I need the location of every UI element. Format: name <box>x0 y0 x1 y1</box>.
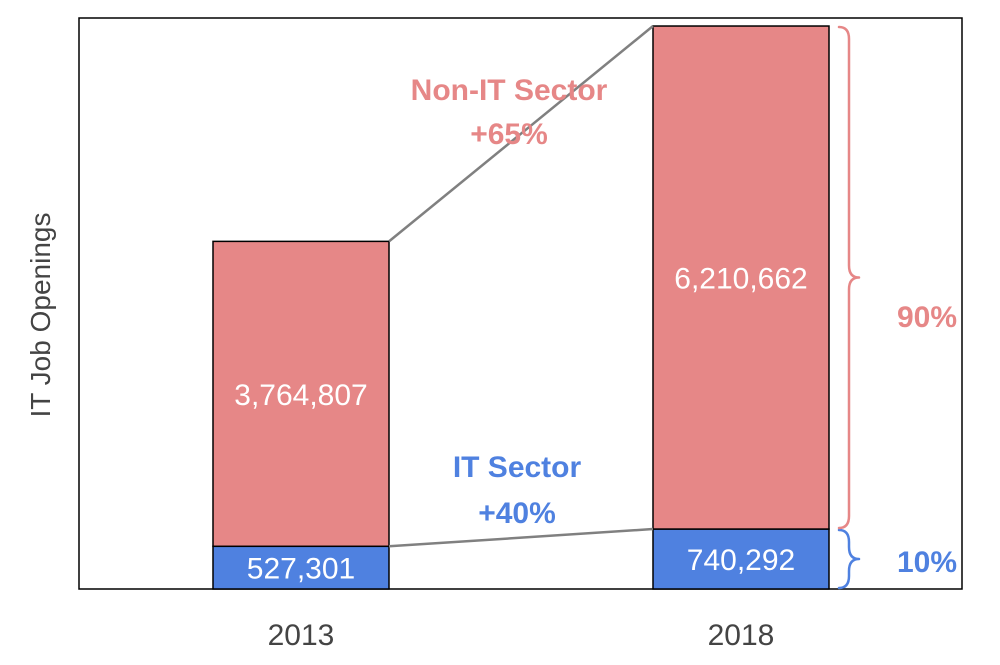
bar-non-it-sector-2018 <box>652 25 830 530</box>
annotation-it-share: 10% <box>897 546 957 579</box>
x-tick-label-2013: 2013 <box>268 619 335 652</box>
brace-layer <box>837 25 861 590</box>
x-tick-label-2018: 2018 <box>708 619 775 652</box>
annotation-non-it-share: 90% <box>897 301 957 334</box>
plot-area-frame <box>78 17 963 590</box>
connector-line-non-it-sector <box>388 25 654 243</box>
data-label-it-sector-2013: 527,301 <box>247 553 355 586</box>
annotation-it-growth: +40% <box>478 497 556 530</box>
bars-layer: 527,301 3,764,807 740,292 6,210,662 <box>212 25 830 590</box>
connector-layer <box>388 25 654 548</box>
annotation-it-name: IT Sector <box>453 451 582 484</box>
bar-non-it-sector-2013 <box>212 240 390 548</box>
annotation-non-it-name: Non-IT Sector <box>411 74 608 107</box>
annotation-non-it-growth: +65% <box>470 118 548 151</box>
data-label-non-it-sector-2018: 6,210,662 <box>674 263 807 296</box>
brace-non-it-sector <box>837 25 861 530</box>
data-label-it-sector-2018: 740,292 <box>687 544 795 577</box>
y-axis-label: IT Job Openings <box>25 213 56 418</box>
brace-it-sector <box>837 528 861 590</box>
connector-line-it-sector <box>388 527 654 548</box>
bar-it-sector-2018 <box>652 528 830 590</box>
data-label-non-it-sector-2013: 3,764,807 <box>234 379 367 412</box>
